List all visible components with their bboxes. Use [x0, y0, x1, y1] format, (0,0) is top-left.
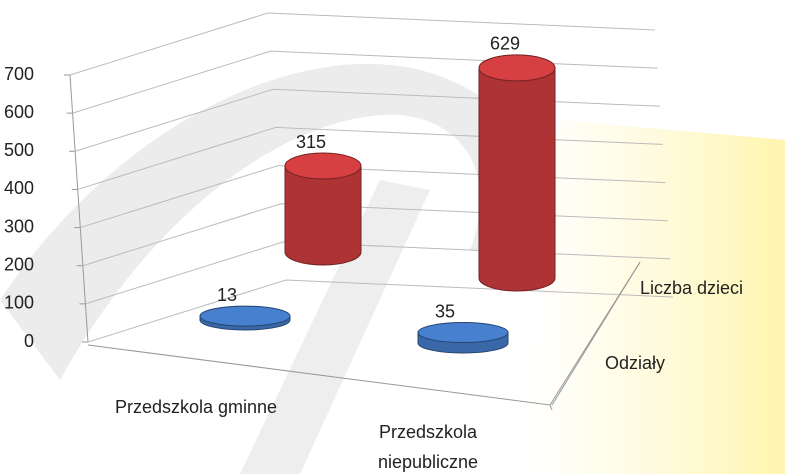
series-label: Liczba dzieci [640, 278, 743, 298]
data-label: 315 [296, 132, 326, 152]
data-label: 13 [217, 285, 237, 305]
data-label: 629 [490, 34, 520, 54]
floor-edge [549, 404, 553, 411]
y-tick-label: 400 [4, 178, 34, 198]
y-tick-label: 0 [24, 331, 34, 351]
axis-line [69, 74, 89, 343]
cylinder-top [284, 152, 362, 180]
cylinder-top [417, 322, 509, 343]
y-tick-label: 300 [4, 216, 34, 236]
y-tick-label: 200 [4, 254, 34, 274]
data-label: 35 [435, 301, 455, 321]
y-tick-label: 100 [4, 293, 34, 313]
grid-line [87, 279, 674, 343]
y-tick-label: 700 [4, 64, 34, 84]
cylinder [284, 165, 362, 266]
grid-line [69, 12, 656, 76]
cylinder [478, 67, 556, 292]
x-tick-label: Przedszkola gminne [114, 397, 278, 417]
series-label: Odziały [605, 353, 665, 373]
x-tick-label: Przedszkola niepubliczne [377, 422, 479, 472]
cylinder-top [478, 54, 556, 82]
depth-axis [551, 261, 641, 406]
cylinder-top [199, 305, 291, 327]
y-tick-label: 500 [4, 140, 34, 160]
watermark [0, 63, 785, 474]
y-tick-label: 600 [4, 102, 34, 122]
